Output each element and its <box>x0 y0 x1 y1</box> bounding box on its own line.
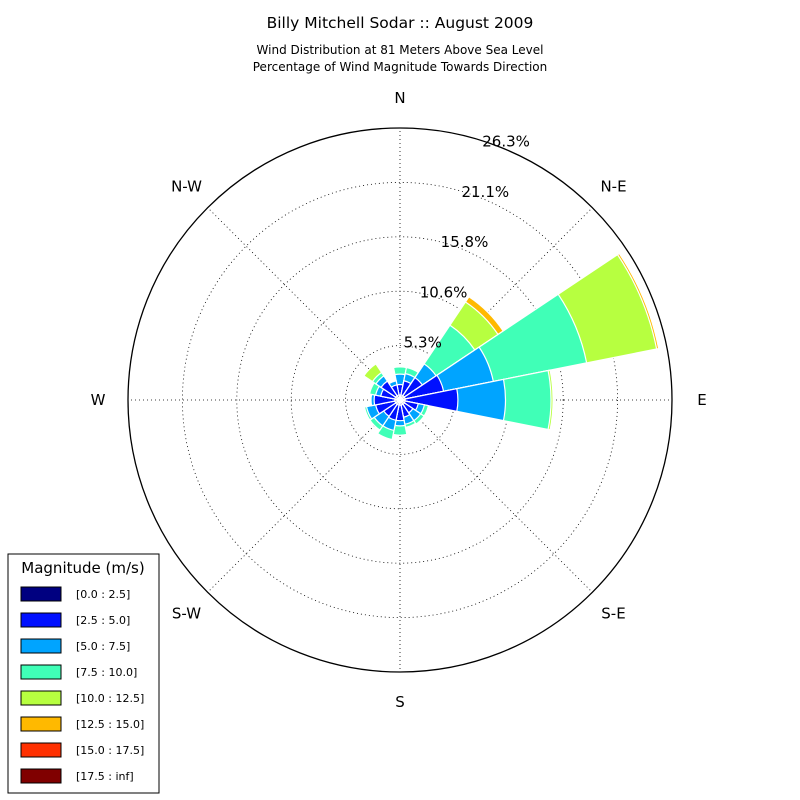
ring-label-3: 15.8% <box>441 233 489 251</box>
legend-swatch-6 <box>20 742 62 758</box>
direction-labels: N N-E E S-E S S-W W N-W <box>91 89 707 711</box>
legend-swatch-7 <box>20 768 62 784</box>
direction-label-e: E <box>697 391 706 409</box>
legend-swatch-1 <box>20 612 62 628</box>
legend-swatch-4 <box>20 690 62 706</box>
ring-label-4: 21.1% <box>461 183 509 201</box>
grid-ring-4 <box>181 181 619 619</box>
direction-label-s-e: S-E <box>601 605 625 623</box>
direction-label-n: N <box>394 89 405 107</box>
sector-337.5-band-0 <box>396 394 401 401</box>
chart-subtitle-line-1: Wind Distribution at 81 Meters Above Sea… <box>257 43 544 57</box>
direction-label-s-w: S-W <box>172 605 201 623</box>
grid-spoke-s-e <box>399 399 593 593</box>
sector-90-band-1 <box>399 387 459 413</box>
ring-label-5: 26.3% <box>482 133 530 151</box>
legend-label-4: [10.0 : 12.5] <box>76 692 144 705</box>
polar-frame <box>127 127 673 673</box>
legend-label-1: [2.5 : 5.0] <box>76 614 130 627</box>
legend-swatch-3 <box>20 664 62 680</box>
legend-label-5: [12.5 : 15.0] <box>76 718 144 731</box>
direction-label-n-e: N-E <box>600 178 626 196</box>
ring-labels: 5.3% 10.6% 15.8% 21.1% 26.3% <box>404 133 530 352</box>
chart-subtitle-line-2: Percentage of Wind Magnitude Towards Dir… <box>253 60 547 74</box>
legend-label-6: [15.0 : 17.5] <box>76 744 144 757</box>
direction-label-s: S <box>395 693 405 711</box>
legend: Magnitude (m/s) [0.0 : 2.5] [2.5 : 5.0] [5… <box>7 553 160 794</box>
grid-ring-3 <box>236 236 564 564</box>
legend-swatch-0 <box>20 586 62 602</box>
legend-swatch-5 <box>20 716 62 732</box>
direction-label-n-w: N-W <box>171 178 202 196</box>
grid-spoke-s-w <box>207 399 401 593</box>
legend-label-3: [7.5 : 10.0] <box>76 666 137 679</box>
legend-title: Magnitude (m/s) <box>21 559 144 577</box>
sector-315-band-1 <box>380 380 401 401</box>
legend-swatch-2 <box>20 638 62 654</box>
ring-label-1: 5.3% <box>404 334 442 352</box>
legend-label-7: [17.5 : inf] <box>76 770 134 783</box>
legend-label-2: [5.0 : 7.5] <box>76 640 130 653</box>
direction-label-w: W <box>91 391 106 409</box>
legend-label-0: [0.0 : 2.5] <box>76 588 130 601</box>
chart-title: Billy Mitchell Sodar :: August 2009 <box>267 14 534 32</box>
wind-sectors <box>363 252 660 441</box>
ring-label-2: 10.6% <box>420 284 468 302</box>
